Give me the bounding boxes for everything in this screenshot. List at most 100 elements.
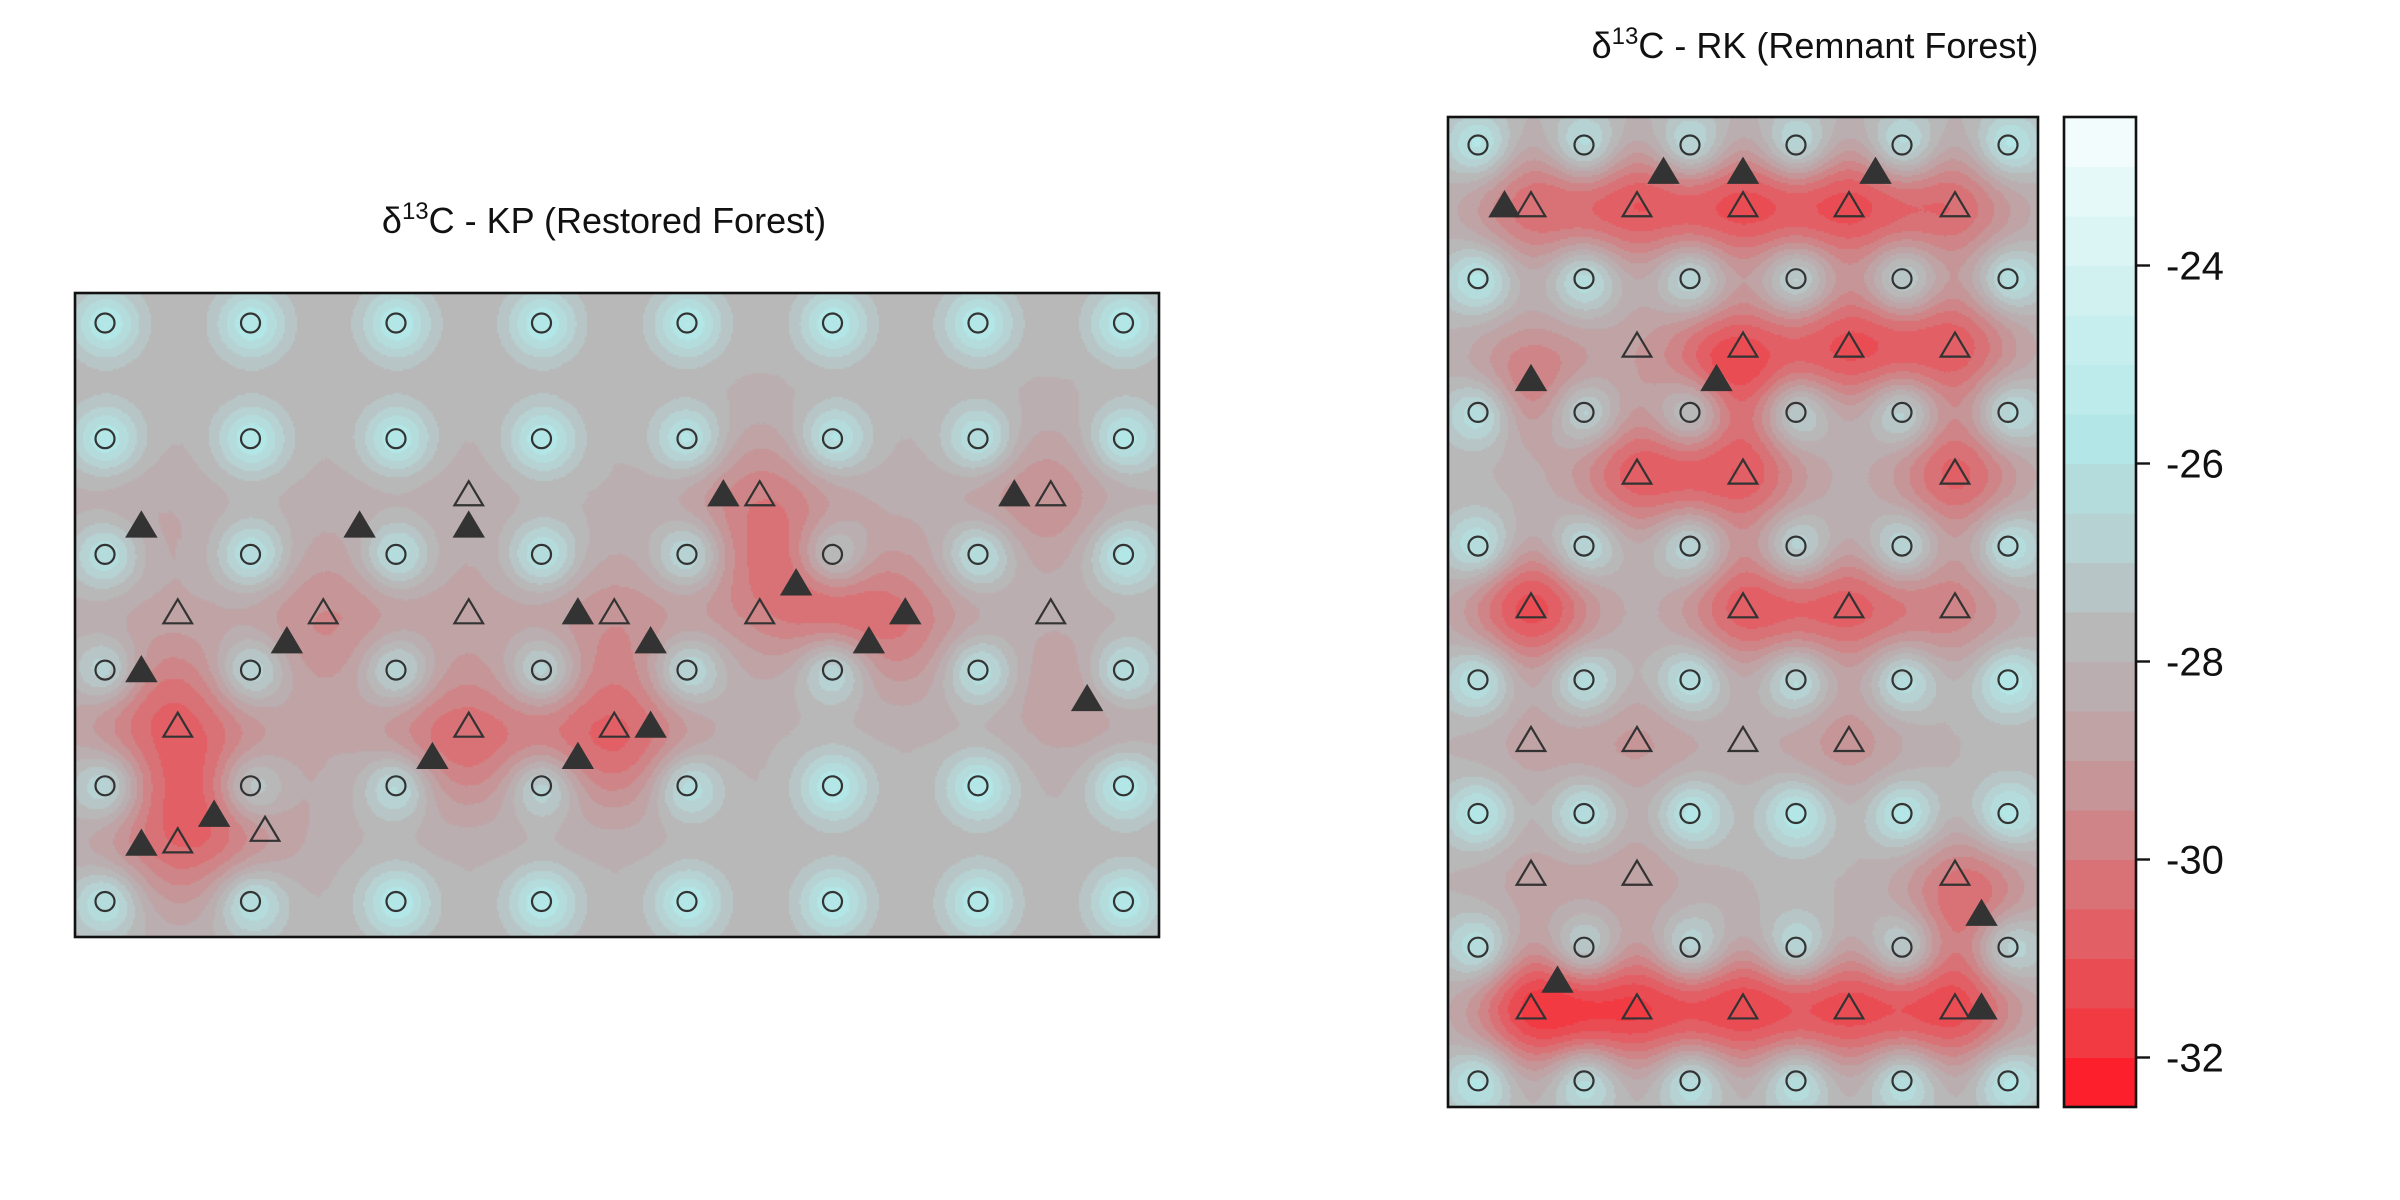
circle-marker <box>1679 936 1701 958</box>
circle-marker <box>94 543 116 566</box>
colorbar-band <box>2064 859 2136 910</box>
filled-triangle-marker <box>634 710 667 738</box>
open-triangle-marker <box>307 597 340 625</box>
open-triangle-marker <box>452 710 485 738</box>
circle-marker <box>1112 775 1135 797</box>
panel-kp-title-symbol: δ <box>382 200 402 241</box>
circle-marker <box>676 890 698 913</box>
open-triangle-marker <box>1620 858 1654 886</box>
open-triangle-marker <box>1832 190 1866 218</box>
circle-marker <box>1891 669 1913 691</box>
circle-marker <box>1112 890 1135 913</box>
open-triangle-marker <box>1726 330 1760 358</box>
open-triangle-marker <box>1832 591 1866 619</box>
circle-marker <box>530 428 553 450</box>
colorbar: -24 -26 -28 -30 -32 <box>2062 115 2224 1109</box>
circle-marker <box>530 890 553 913</box>
filled-triangle-marker <box>1726 156 1760 184</box>
filled-triangle-marker <box>998 479 1031 507</box>
colorbar-band <box>2064 1008 2136 1058</box>
circle-marker <box>1467 535 1489 557</box>
circle-marker <box>1573 1070 1595 1092</box>
open-triangle-marker <box>1938 457 1972 485</box>
open-triangle-marker <box>1832 724 1866 753</box>
filled-triangle-marker <box>561 597 595 625</box>
circle-marker <box>967 659 989 681</box>
filled-triangle-marker <box>343 510 376 538</box>
circle-marker <box>1573 669 1595 691</box>
circle-marker <box>1785 936 1807 958</box>
panel-kp-title-sup: 13 <box>402 198 429 225</box>
filled-triangle-marker <box>1488 190 1521 218</box>
filled-triangle-marker <box>125 828 158 856</box>
circle-marker <box>1573 802 1595 825</box>
circle-marker <box>1112 428 1135 450</box>
circle-marker <box>1997 535 2019 557</box>
filled-triangle-marker <box>1541 965 1574 993</box>
colorbar-band <box>2064 166 2136 217</box>
circle-marker <box>1467 268 1489 290</box>
filled-triangle-marker <box>1859 156 1892 184</box>
circle-marker <box>1467 134 1489 156</box>
filled-triangle-marker <box>634 626 667 654</box>
filled-triangle-marker <box>779 568 813 596</box>
heatmap-kp-container <box>75 293 1159 937</box>
colorbar-band <box>2064 661 2136 712</box>
colorbar-band <box>2064 1057 2136 1108</box>
open-triangle-marker <box>1620 724 1654 753</box>
circle-marker <box>1997 1070 2019 1092</box>
circle-marker <box>385 543 407 566</box>
colorbar-band <box>2064 117 2136 167</box>
open-triangle-marker <box>1726 992 1760 1020</box>
markers-kp <box>94 312 1135 913</box>
circle-marker <box>1997 268 2019 290</box>
circle-marker <box>94 890 116 913</box>
colorbar-tick-label: -24 <box>2166 245 2224 289</box>
open-triangle-marker <box>598 710 631 738</box>
colorbar-tick-label: -28 <box>2166 641 2224 685</box>
circle-marker <box>1891 401 1913 423</box>
circle-marker <box>385 428 407 450</box>
open-triangle-marker <box>1514 858 1548 886</box>
circle-marker <box>821 890 844 913</box>
open-triangle-marker <box>598 597 631 625</box>
circle-marker <box>239 428 262 450</box>
panel-rk-title-sup: 13 <box>1612 23 1639 50</box>
circle-marker <box>1573 535 1595 557</box>
circle-marker <box>821 312 844 334</box>
circle-marker <box>1573 401 1595 423</box>
circle-marker <box>94 775 116 797</box>
filled-triangle-marker <box>197 799 231 827</box>
circle-marker <box>1891 802 1913 825</box>
circle-marker <box>1785 669 1807 691</box>
circle-marker <box>1467 936 1489 958</box>
circle-marker <box>1467 401 1489 423</box>
circle-marker <box>239 543 262 566</box>
colorbar-band <box>2064 562 2136 613</box>
circle-marker <box>1679 802 1701 825</box>
circle-marker <box>1467 1070 1489 1092</box>
filled-triangle-marker <box>416 741 449 770</box>
open-triangle-marker <box>1938 591 1972 619</box>
circle-marker <box>1891 1070 1913 1092</box>
circle-marker <box>530 543 553 566</box>
filled-triangle-marker <box>1965 898 1998 926</box>
circle-marker <box>1467 802 1489 825</box>
circle-marker <box>1785 802 1807 825</box>
circle-marker <box>676 428 698 450</box>
open-triangle-marker <box>1726 591 1760 619</box>
colorbar-bands <box>2064 117 2136 1108</box>
circle-marker <box>1785 1070 1807 1092</box>
colorbar-band <box>2064 265 2136 316</box>
open-triangle-marker <box>1620 457 1654 485</box>
filled-triangle-marker <box>270 626 304 654</box>
circle-marker <box>1785 535 1807 557</box>
circle-marker <box>239 659 262 681</box>
colorbar-band <box>2064 711 2136 761</box>
circle-marker <box>1891 535 1913 557</box>
circle-marker <box>1997 936 2019 958</box>
colorbar-band <box>2064 463 2136 514</box>
circle-marker <box>967 890 989 913</box>
open-triangle-marker <box>161 710 194 738</box>
colorbar-band <box>2064 810 2136 860</box>
